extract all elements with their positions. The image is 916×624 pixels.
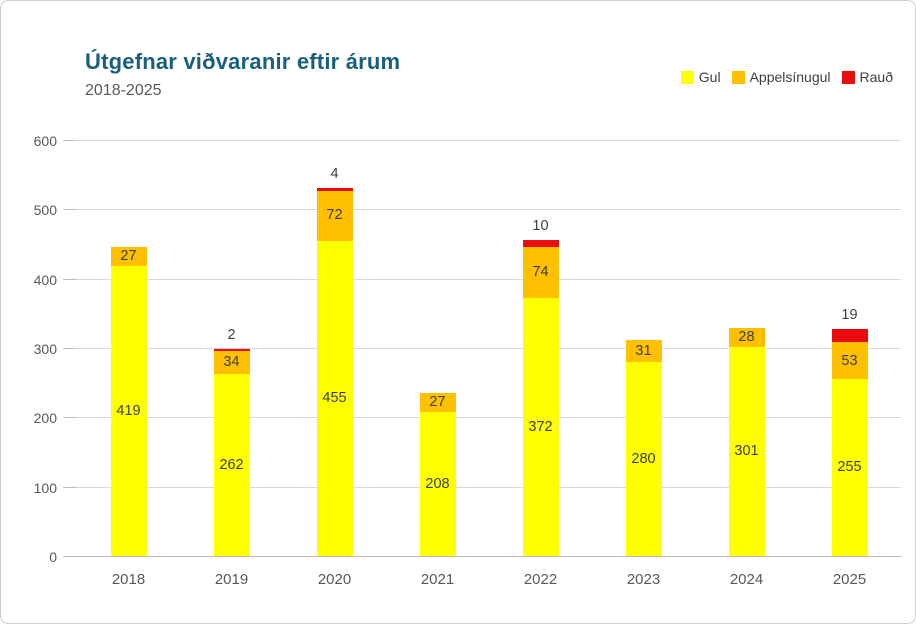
bar-value-label: 31 — [635, 342, 652, 359]
legend-swatch-icon — [841, 70, 855, 84]
bar-2018: 419 27 — [110, 246, 147, 556]
legend-item: Appelsínugul — [731, 69, 831, 85]
y-axis: 0 100 200 300 400 500 600 — [1, 133, 77, 565]
gridline — [77, 348, 901, 349]
bar-segment-appelsínugul: 27 — [110, 246, 147, 266]
bar-2023: 280 31 — [625, 340, 662, 556]
legend-label: Gul — [698, 69, 721, 85]
bar-segment-appelsínugul: 53 — [831, 342, 868, 380]
bar-value-label: 255 — [837, 459, 862, 476]
bar-segment-rauð — [522, 239, 559, 247]
bar-segment-appelsínugul: 72 — [316, 190, 353, 241]
y-tick-label: 300 — [33, 341, 57, 357]
x-axis-label: 2020 — [317, 571, 352, 588]
gridline — [77, 486, 901, 488]
bar-segment-gul: 255 — [831, 379, 868, 556]
bar-value-label: 419 — [116, 402, 141, 419]
x-axis-label: 2021 — [420, 571, 455, 588]
bar-2022: 372 74 — [522, 239, 559, 556]
bar-segment-appelsínugul: 28 — [728, 327, 765, 348]
bar-value-label: 262 — [219, 456, 244, 473]
legend: Gul Appelsínugul Rauð — [680, 69, 893, 85]
y-tick-mark — [63, 486, 77, 488]
x-axis-label: 2023 — [626, 571, 661, 588]
gridline — [77, 278, 901, 280]
bar-segment-gul: 455 — [316, 240, 353, 556]
x-axis-label: 2022 — [523, 571, 558, 588]
bar-segment-appelsínugul: 31 — [625, 340, 662, 362]
bar-segment-appelsínugul: 27 — [419, 393, 456, 412]
x-axis-label: 2025 — [832, 571, 867, 588]
bar-segment-rauð — [213, 349, 250, 351]
bar-segment-gul: 419 — [110, 265, 147, 556]
bar-segment-appelsínugul: 34 — [213, 350, 250, 375]
gridline — [77, 417, 901, 419]
legend-label: Rauð — [859, 69, 893, 85]
legend-item: Rauð — [841, 69, 893, 85]
y-tick-label: 600 — [33, 133, 57, 149]
bar-value-label: 27 — [120, 247, 137, 264]
y-tick-label: 200 — [33, 410, 57, 427]
bar-top-label: 19 — [841, 307, 858, 324]
gridline — [77, 140, 901, 141]
bar-value-label: 372 — [528, 418, 553, 435]
y-tick-mark — [63, 209, 77, 211]
bar-2024: 301 28 — [728, 327, 765, 556]
bar-value-label: 72 — [326, 207, 343, 224]
bar-2020: 455 72 — [316, 187, 353, 556]
bar-value-label: 301 — [734, 443, 759, 460]
bar-2025: 255 53 — [831, 329, 868, 556]
x-axis-line — [77, 556, 901, 557]
bar-segment-gul: 280 — [625, 361, 662, 556]
legend-swatch-icon — [680, 70, 694, 84]
chart-subtitle: 2018-2025 — [85, 82, 162, 99]
plot-area: 419 27 262 34 2 455 72 4 208 27 372 74 10 280 31 301 28 2… — [77, 140, 901, 557]
legend-label: Appelsínugul — [749, 69, 831, 85]
y-tick-mark — [63, 278, 77, 280]
y-tick-label: 400 — [33, 271, 57, 288]
bar-value-label: 53 — [841, 352, 858, 369]
bar-segment-gul: 372 — [522, 298, 559, 556]
bar-2019: 262 34 — [213, 349, 250, 556]
chart-header: Útgefnar viðvaranir eftir árum 2018-2025 — [85, 49, 400, 100]
bar-segment-rauð — [316, 187, 353, 191]
legend-swatch-icon — [731, 70, 745, 84]
bar-segment-gul: 301 — [728, 347, 765, 556]
y-tick-mark — [63, 417, 77, 419]
bar-segment-appelsínugul: 74 — [522, 246, 559, 299]
bar-top-label: 10 — [532, 217, 549, 234]
y-tick-mark — [63, 556, 77, 557]
bar-top-label: 4 — [330, 165, 339, 182]
x-axis-label: 2019 — [214, 571, 249, 588]
bar-top-label: 2 — [227, 327, 236, 344]
bar-2021: 208 27 — [419, 393, 456, 556]
y-tick-label: 0 — [49, 549, 57, 565]
bar-value-label: 455 — [322, 390, 347, 407]
y-tick-label: 100 — [33, 479, 57, 496]
y-tick-label: 500 — [33, 202, 57, 219]
gridline — [77, 209, 901, 211]
bar-value-label: 28 — [738, 329, 755, 346]
bar-value-label: 74 — [532, 264, 549, 281]
chart-title: Útgefnar viðvaranir eftir árum — [85, 49, 401, 74]
bar-segment-gul: 262 — [213, 374, 250, 556]
y-tick-mark — [63, 348, 77, 349]
bar-value-label: 208 — [425, 475, 450, 492]
x-axis-label: 2018 — [111, 571, 146, 588]
y-tick-mark — [63, 140, 77, 141]
x-axis: 2018 2019 2020 2021 2022 2023 2024 2025 — [77, 561, 901, 591]
bar-value-label: 34 — [223, 354, 240, 371]
bar-value-label: 280 — [631, 450, 656, 467]
bar-segment-gul: 208 — [419, 411, 456, 556]
x-axis-label: 2024 — [729, 571, 764, 588]
bar-segment-rauð — [831, 329, 868, 343]
legend-item: Gul — [680, 69, 721, 85]
bar-value-label: 27 — [429, 394, 446, 411]
